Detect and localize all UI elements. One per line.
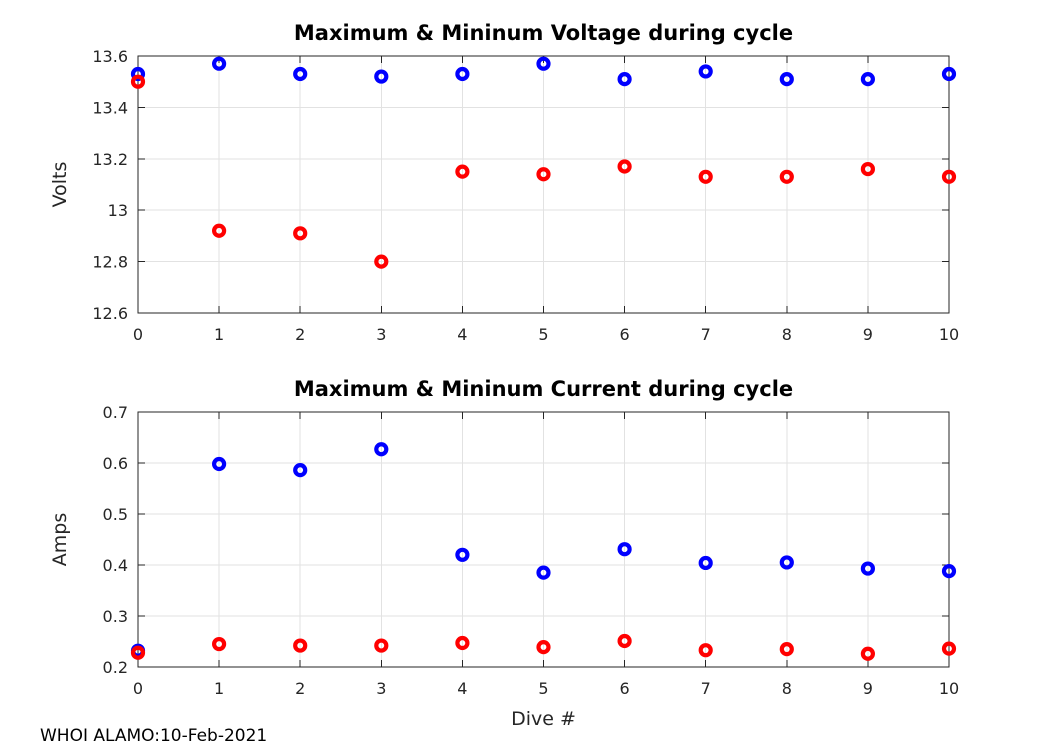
data-point-min xyxy=(698,643,713,658)
figure-footer-label: WHOI ALAMO:10-Feb-2021 xyxy=(40,726,268,746)
y-tick-label: 0.5 xyxy=(103,505,128,524)
data-point-min xyxy=(130,645,146,660)
x-tick-label: 10 xyxy=(939,325,959,344)
data-point-max xyxy=(212,456,227,472)
y-tick-label: 13 xyxy=(108,201,128,220)
data-point-min xyxy=(536,640,551,655)
x-tick-label: 9 xyxy=(863,325,873,344)
data-point-min xyxy=(293,226,308,241)
x-tick-label: 4 xyxy=(457,325,467,344)
data-point-max xyxy=(212,56,227,71)
data-point-min xyxy=(455,164,470,179)
data-point-max xyxy=(698,555,713,571)
data-point-max xyxy=(941,564,957,579)
x-tick-label: 2 xyxy=(295,325,305,344)
data-point-min xyxy=(779,642,794,657)
data-point-max xyxy=(860,72,876,87)
data-point-max xyxy=(779,555,794,570)
data-point-min xyxy=(860,161,876,177)
data-point-min xyxy=(536,167,551,182)
data-point-max xyxy=(860,561,876,576)
y-tick-label: 0.7 xyxy=(103,403,128,422)
data-point-max xyxy=(617,72,632,87)
chart-title: Maximum & Mininum Voltage during cycle xyxy=(294,21,793,45)
data-point-min xyxy=(374,638,389,653)
x-tick-label: 0 xyxy=(133,325,143,344)
data-point-max xyxy=(374,69,389,84)
voltage-chart: 0 1 2 3 4 5 6 7 8 9 10 12.6 12.8 13 13.2 13.4 13.6 Maximu… xyxy=(49,21,959,344)
y-axis-label: Amps xyxy=(49,513,71,566)
data-point-max xyxy=(374,442,389,457)
data-point-max xyxy=(455,547,470,562)
data-point-min xyxy=(212,223,227,238)
chart-title: Maximum & Mininum Current during cycle xyxy=(294,377,793,401)
data-point-max xyxy=(941,66,957,82)
data-point-min xyxy=(130,74,146,89)
y-tick-label: 13.6 xyxy=(92,47,128,66)
x-tick-label: 3 xyxy=(376,679,386,698)
x-tick-label: 7 xyxy=(701,325,711,344)
data-point-min xyxy=(455,635,470,651)
y-tick-label: 13.4 xyxy=(92,98,128,117)
data-point-min xyxy=(941,641,957,656)
x-tick-label: 5 xyxy=(538,325,548,344)
y-axis-label: Volts xyxy=(49,162,71,208)
x-tick-label: 9 xyxy=(863,679,873,698)
data-point-max xyxy=(617,542,632,557)
x-tick-label: 8 xyxy=(782,679,792,698)
data-point-max xyxy=(536,56,551,71)
x-tick-label: 0 xyxy=(133,679,143,698)
x-tick-label: 1 xyxy=(214,679,224,698)
x-tick-label: 4 xyxy=(457,679,467,698)
x-tick-label: 3 xyxy=(376,325,386,344)
data-point-max xyxy=(536,565,551,580)
data-point-min xyxy=(698,169,713,184)
y-tick-label: 0.3 xyxy=(103,607,128,626)
x-tick-label: 7 xyxy=(701,679,711,698)
y-tick-label: 12.8 xyxy=(92,253,128,272)
data-point-max xyxy=(130,66,146,82)
data-point-min xyxy=(860,646,876,661)
data-point-max xyxy=(293,66,308,82)
x-tick-label: 6 xyxy=(620,325,630,344)
data-point-min xyxy=(941,169,957,184)
y-tick-label: 13.2 xyxy=(92,150,128,169)
data-point-min xyxy=(293,638,308,653)
y-tick-label: 0.6 xyxy=(103,454,128,473)
x-tick-label: 10 xyxy=(939,679,959,698)
y-tick-label: 0.2 xyxy=(103,658,128,677)
data-point-min xyxy=(779,169,794,184)
y-tick-label: 0.4 xyxy=(103,556,128,575)
data-point-min xyxy=(212,636,227,652)
x-tick-label: 1 xyxy=(214,325,224,344)
data-point-max xyxy=(455,66,470,82)
x-tick-label: 6 xyxy=(620,679,630,698)
x-tick-label: 5 xyxy=(538,679,548,698)
data-point-max xyxy=(698,64,713,79)
data-point-min xyxy=(617,159,632,174)
x-tick-label: 2 xyxy=(295,679,305,698)
data-point-max xyxy=(779,72,794,87)
y-tick-label: 12.6 xyxy=(92,304,128,323)
current-chart: 0 1 2 3 4 5 6 7 8 9 10 0.2 0.3 0.4 0.5 0.6 0.7 Maximum & … xyxy=(49,377,959,730)
data-point-max xyxy=(293,463,308,478)
x-tick-label: 8 xyxy=(782,325,792,344)
data-point-min xyxy=(617,633,632,649)
x-axis-label: Dive # xyxy=(511,708,576,730)
data-point-min xyxy=(374,254,389,269)
